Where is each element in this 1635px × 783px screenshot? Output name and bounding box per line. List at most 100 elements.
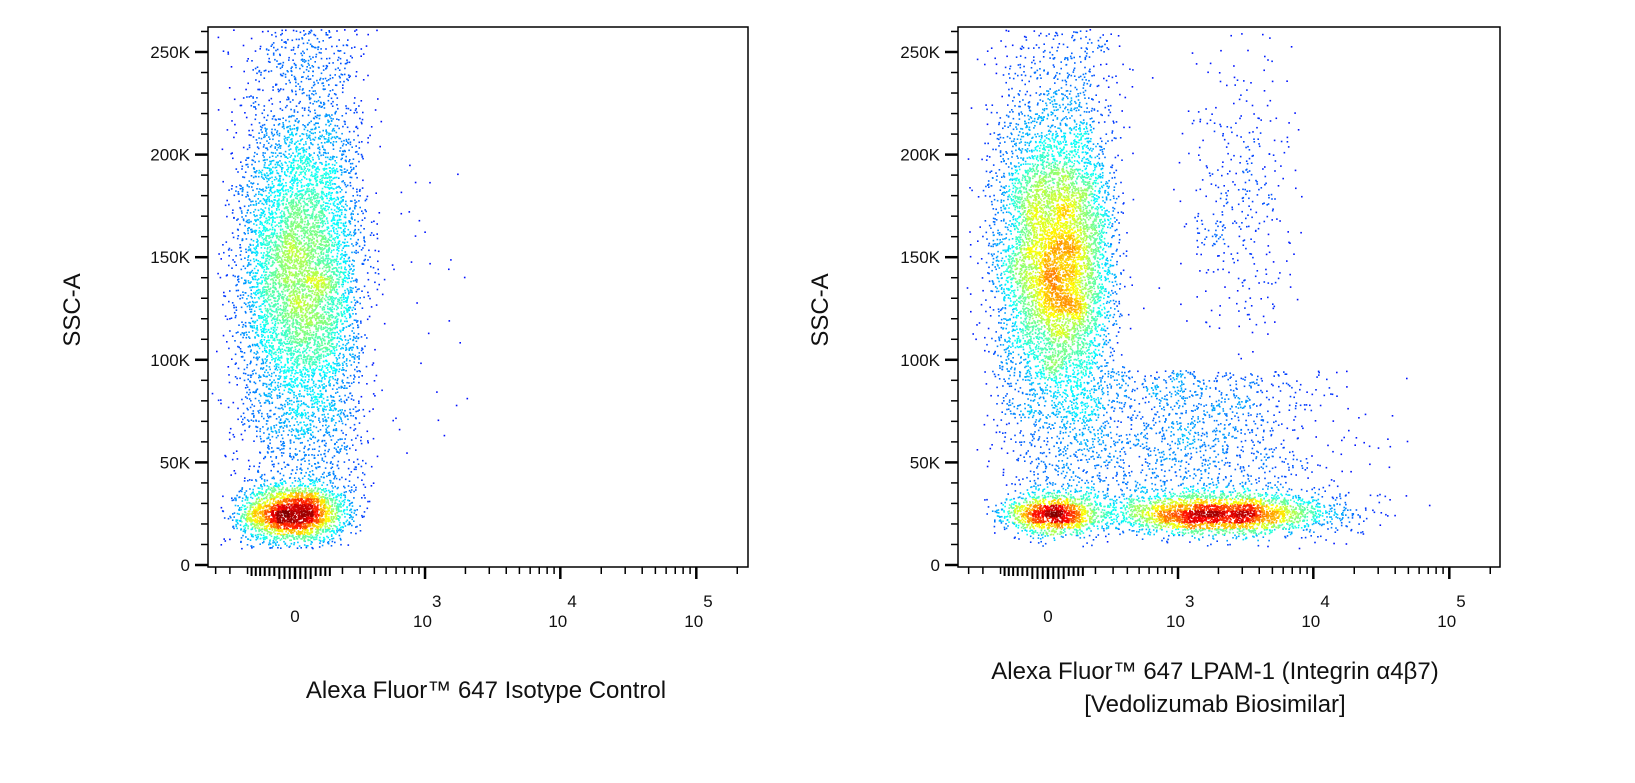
event-dot	[259, 217, 261, 219]
event-dot	[349, 392, 352, 394]
event-dot	[339, 147, 342, 149]
event-dot	[307, 432, 309, 434]
event-dot	[292, 161, 295, 164]
event-dot	[368, 249, 370, 252]
event-dot	[377, 260, 379, 263]
event-dot	[325, 209, 327, 212]
event-dot	[305, 454, 307, 456]
event-dot	[336, 275, 338, 277]
event-dot	[275, 536, 277, 539]
event-dot	[311, 386, 313, 389]
event-dot	[304, 160, 307, 163]
event-dot	[336, 232, 339, 235]
event-dot	[332, 297, 335, 299]
event-dot	[288, 387, 290, 390]
event-dot	[249, 350, 252, 353]
event-dot	[250, 123, 253, 126]
event-dot	[235, 520, 238, 523]
event-dot	[370, 265, 372, 268]
event-dot	[298, 190, 301, 192]
event-dot	[348, 521, 351, 523]
event-dot	[330, 396, 333, 398]
event-dot	[259, 125, 262, 128]
event-dot	[333, 209, 336, 211]
event-dot	[233, 527, 235, 530]
event-dot	[321, 198, 324, 201]
event-dot	[331, 530, 334, 532]
event-dot	[350, 532, 352, 534]
event-dot	[280, 444, 283, 446]
event-dot	[338, 245, 341, 247]
event-dot	[325, 375, 328, 378]
event-dot	[334, 374, 337, 377]
event-dot	[280, 214, 283, 217]
event-dot	[331, 212, 333, 214]
event-dot	[289, 81, 291, 84]
event-dot	[300, 463, 302, 466]
event-dot	[278, 63, 281, 65]
event-dot	[288, 400, 291, 402]
event-dot	[297, 423, 300, 426]
event-dot	[360, 224, 362, 227]
event-dot	[322, 201, 325, 203]
event-dot	[263, 297, 265, 299]
event-dot	[238, 513, 240, 515]
event-dot	[315, 169, 317, 171]
event-dot	[262, 384, 264, 387]
event-dot	[258, 487, 261, 490]
event-dot	[281, 210, 283, 212]
event-dot	[376, 237, 379, 240]
event-dot	[258, 188, 261, 190]
event-dot	[358, 358, 360, 360]
event-dot	[330, 467, 332, 470]
event-dot	[313, 100, 316, 103]
event-dot	[289, 129, 292, 131]
event-dot	[290, 380, 293, 382]
event-dot	[308, 448, 310, 450]
event-dot	[341, 196, 344, 198]
event-dot	[289, 454, 291, 457]
event-dot	[349, 231, 352, 233]
event-dot	[334, 424, 336, 427]
event-dot	[275, 485, 277, 488]
event-dot	[291, 428, 293, 430]
event-dot	[258, 122, 261, 124]
event-dot	[343, 310, 345, 313]
event-dot	[297, 403, 300, 406]
event-dot	[350, 491, 352, 494]
event-dot	[414, 235, 417, 237]
event-dot	[354, 199, 356, 202]
event-dot	[279, 344, 282, 346]
event-dot	[283, 380, 285, 383]
event-dot	[223, 538, 225, 540]
event-dot	[271, 223, 273, 226]
event-dot	[272, 54, 275, 56]
event-dot	[376, 288, 379, 291]
event-dot	[312, 413, 315, 416]
event-dot	[312, 143, 314, 146]
event-dot	[346, 301, 348, 303]
event-dot	[331, 249, 333, 252]
event-dot	[309, 390, 312, 393]
event-dot	[328, 199, 330, 202]
event-dot	[248, 219, 250, 221]
event-dot	[248, 180, 251, 182]
event-dot	[256, 329, 259, 331]
event-dot	[285, 400, 287, 402]
event-dot	[346, 365, 348, 367]
event-dot	[325, 367, 328, 369]
event-dot	[255, 389, 258, 391]
event-dot	[237, 191, 240, 193]
event-dot	[312, 436, 314, 439]
event-dot	[267, 341, 270, 344]
event-dot	[263, 315, 266, 317]
event-dot	[289, 383, 292, 386]
event-dot	[245, 490, 248, 492]
event-dot	[273, 228, 276, 231]
event-dot	[291, 482, 294, 484]
event-dot	[335, 495, 338, 497]
event-dot	[238, 508, 241, 511]
event-dot	[262, 492, 264, 494]
event-dot	[285, 346, 288, 349]
event-dot	[236, 494, 238, 497]
